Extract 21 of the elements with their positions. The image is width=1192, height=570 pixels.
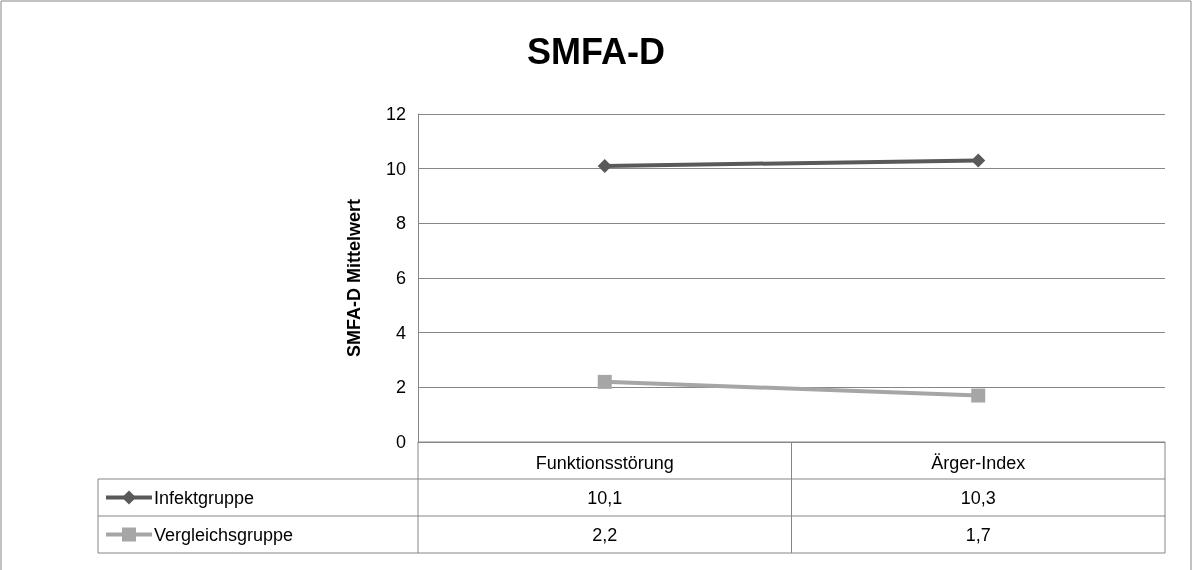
y-tick-label: 12 bbox=[385, 104, 406, 124]
data-label: 10,3 bbox=[960, 487, 996, 508]
y-axis-title: SMFA-D Mittelwert bbox=[344, 198, 364, 358]
legend-label: Infektgruppe bbox=[154, 487, 255, 508]
y-tick-label: 10 bbox=[385, 158, 406, 179]
legend-label: Vergleichsgruppe bbox=[154, 524, 294, 545]
point bbox=[971, 153, 986, 168]
y-tick-label: 4 bbox=[395, 322, 406, 343]
data-label: 1,7 bbox=[965, 524, 991, 545]
x-tick-label: Funktionsstörung bbox=[535, 453, 674, 473]
y-tick-label: 8 bbox=[395, 213, 406, 234]
point bbox=[597, 374, 612, 389]
data-label: 2,2 bbox=[592, 524, 618, 545]
y-tick-label: 2 bbox=[395, 377, 406, 398]
point bbox=[597, 158, 612, 173]
data-label: 10,1 bbox=[587, 487, 623, 508]
x-tick-label: Ärger-Index bbox=[931, 453, 1026, 473]
y-tick-label: 6 bbox=[395, 268, 406, 288]
chart-title: SMFA-D bbox=[527, 30, 665, 72]
point bbox=[971, 388, 986, 403]
y-tick-label: 0 bbox=[395, 432, 406, 452]
